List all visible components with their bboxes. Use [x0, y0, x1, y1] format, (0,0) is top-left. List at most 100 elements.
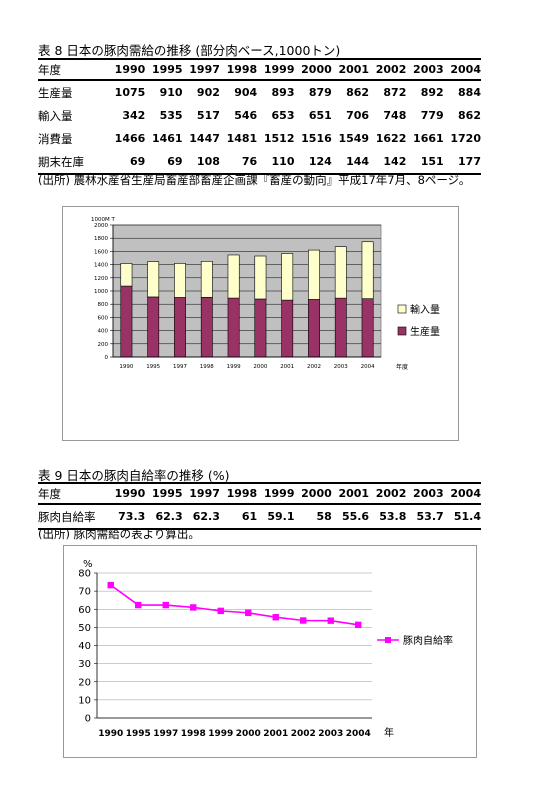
table-cell: 748: [383, 109, 407, 122]
y-axis-label: 1000M T: [91, 217, 115, 223]
table9-title: 表 9 日本の豚肉自給率の推移 (%): [38, 468, 230, 483]
table8-source: (出所) 農林水産省生産局畜産部畜産企画課『畜産の動向』平成17年7月、8ページ…: [38, 173, 471, 187]
table-cell: 1466: [114, 132, 146, 145]
table8-title: 表 8 日本の豚肉需給の推移 (部分肉ベース,1000トン): [38, 43, 341, 58]
row-label: 豚肉自給率: [38, 504, 108, 530]
x-tick-label: 2000: [253, 364, 267, 370]
header-year: 2000: [294, 58, 332, 81]
y-tick-label: 1200: [94, 276, 108, 282]
table-cell: 535: [159, 109, 183, 122]
y-tick-label: 40: [78, 641, 91, 652]
header-year: 1999: [257, 58, 295, 81]
legend-swatch: [397, 304, 407, 314]
bar-輸入量: [200, 260, 213, 298]
table-cell: 62.3: [182, 504, 220, 530]
header-year: 2002: [369, 58, 407, 81]
x-tick-label: 2000: [236, 729, 261, 739]
x-axis-label: 年: [384, 726, 394, 739]
table-cell: 904: [234, 86, 258, 99]
table-cell: 706: [346, 109, 370, 122]
table-cell: 144: [331, 150, 370, 175]
bar-生産量: [200, 297, 213, 358]
table-cell: 51.4: [443, 504, 481, 530]
bar-生産量: [147, 296, 160, 358]
table-cell: 1549: [338, 132, 370, 145]
data-point: [217, 607, 224, 615]
data-point: [107, 581, 114, 589]
table9: 年度 1990 1995 1997 1998 1999 2000 2001 2002 2003 20…: [38, 482, 481, 530]
header-year: 2004: [443, 58, 481, 81]
bar-輸入量: [227, 254, 240, 299]
x-tick-label: 1998: [181, 729, 206, 739]
bar-生産量: [334, 297, 347, 358]
data-point: [355, 621, 362, 629]
x-tick-label: 2002: [307, 364, 321, 370]
table-cell: 884: [458, 86, 481, 99]
pork-supply-chart-svg: 0200400600800100012001400160018002000100…: [91, 217, 440, 371]
header-label: 年度: [38, 58, 108, 81]
table-cell: 110: [257, 150, 295, 175]
header-year: 1997: [182, 58, 220, 81]
table9-source: (出所) 豚肉需給の表より算出。: [38, 527, 200, 541]
table-cell: 1481: [226, 132, 258, 145]
table-cell: 517: [196, 109, 220, 122]
x-tick-label: 2004: [346, 729, 371, 739]
y-tick-label: 10: [78, 695, 91, 706]
x-tick-label: 2003: [334, 364, 348, 370]
table-cell: 1622: [375, 132, 407, 145]
legend-marker: [385, 637, 391, 643]
bar-輸入量: [334, 246, 347, 299]
table-cell: 177: [443, 150, 481, 175]
table-cell: 62.3: [145, 504, 183, 530]
table-row: 豚肉自給率 73.3 62.3 62.3 61 59.1 58 55.6 53.8 53.7 51.…: [38, 504, 481, 530]
table-cell: 55.6: [331, 504, 370, 530]
y-tick-label: 800: [98, 302, 109, 308]
data-point: [135, 601, 142, 609]
table-cell: 879: [308, 86, 332, 99]
bar-生産量: [361, 298, 374, 358]
bar-輸入量: [361, 241, 374, 299]
table-header-row: 年度 1990 1995 1997 1998 1999 2000 2001 2002 2003 20…: [38, 482, 481, 505]
x-tick-label: 1997: [173, 364, 187, 370]
x-tick-label: 1995: [146, 364, 160, 370]
table-cell: 653: [271, 109, 295, 122]
series-line: [110, 584, 359, 626]
y-tick-label: 30: [78, 659, 91, 670]
y-tick-label: 0: [105, 355, 109, 361]
table-cell: 53.8: [369, 504, 407, 530]
table-cell: 546: [234, 109, 258, 122]
bar-輸入量: [120, 263, 133, 287]
table-cell: 59.1: [257, 504, 295, 530]
table-cell: 69: [108, 150, 146, 175]
x-tick-label: 1999: [227, 364, 241, 370]
legend-swatch: [397, 326, 407, 336]
table-cell: 73.3: [108, 504, 146, 530]
table-cell: 69: [145, 150, 183, 175]
x-tick-label: 2003: [318, 729, 343, 739]
table-cell: 1720: [450, 132, 481, 145]
header-year: 2004: [443, 482, 481, 505]
y-tick-label: 200: [98, 342, 109, 348]
table-cell: 893: [271, 86, 295, 99]
header-year: 1995: [145, 482, 183, 505]
y-tick-label: 1400: [94, 263, 108, 269]
x-tick-label: 1990: [98, 729, 123, 739]
data-point: [190, 604, 197, 611]
y-tick-label: 400: [98, 329, 109, 335]
bar-輸入量: [308, 249, 320, 300]
row-label: 生産量: [38, 85, 73, 100]
table-cell: 862: [346, 86, 370, 99]
bar-輸入量: [174, 263, 186, 298]
table-cell: 910: [159, 86, 183, 99]
table-cell: 1461: [151, 132, 183, 145]
bar-生産量: [281, 299, 294, 358]
table-cell: 779: [420, 109, 444, 122]
table-cell: 76: [219, 150, 258, 175]
table-cell: 342: [122, 109, 146, 122]
y-tick-label: 600: [98, 315, 109, 321]
y-tick-label: 50: [78, 623, 91, 634]
bar-生産量: [227, 297, 240, 358]
x-tick-label: 1990: [119, 364, 133, 370]
y-tick-label: 1000: [94, 289, 108, 295]
table-cell: 1447: [189, 132, 220, 145]
